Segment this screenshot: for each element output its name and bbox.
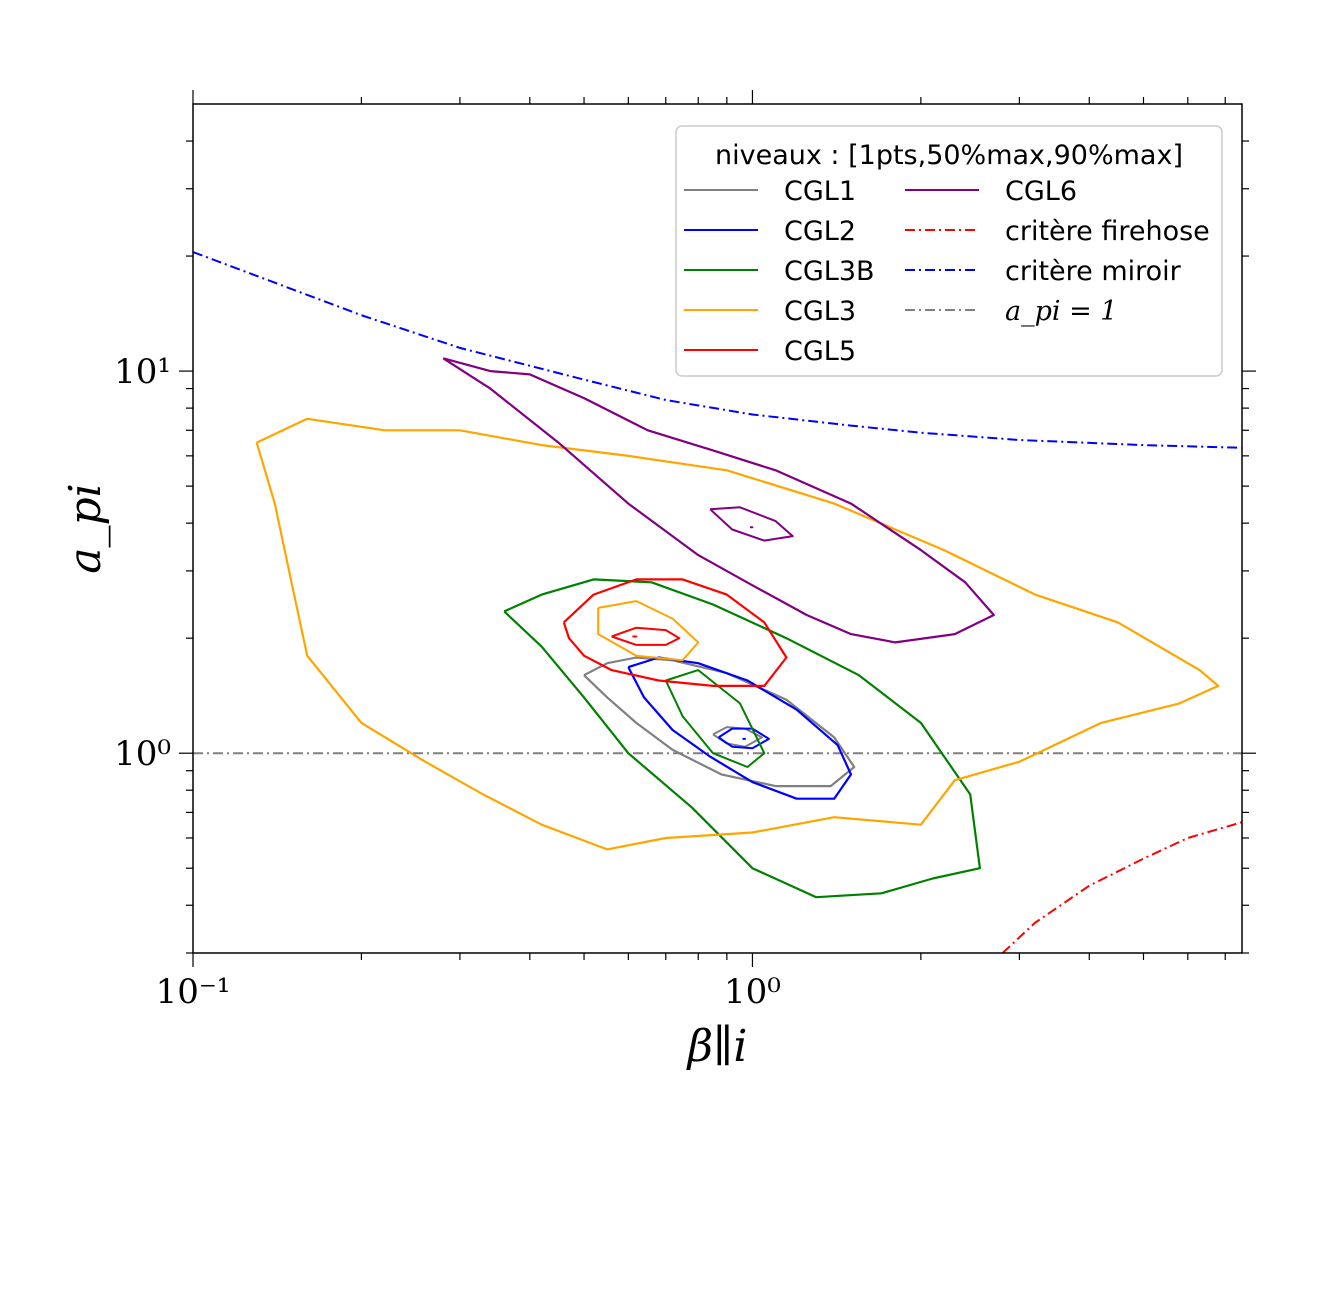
plot-area	[193, 251, 1242, 953]
contour-cgl5-1pts	[562, 578, 788, 688]
contour-cgl1-1pts	[583, 656, 856, 788]
reference-line-crit-re-miroir	[193, 251, 1242, 449]
contour-cgl6-1pts	[442, 357, 995, 644]
series-cgl1	[583, 656, 856, 788]
x-tick-label: 10⁰	[724, 972, 781, 1012]
y-axis-label: a_pi	[60, 483, 111, 573]
series-cgl5	[562, 578, 788, 688]
axis-ticks	[179, 90, 1256, 967]
legend-label: CGL2	[784, 216, 856, 247]
series-cgl3	[255, 417, 1220, 851]
legend-label: critère firehose	[1005, 216, 1210, 247]
axis-tick-labels: 10⁻¹ 10⁰ 10⁰ 10¹	[114, 352, 781, 1012]
legend-label: CGL6	[1005, 176, 1077, 207]
legend-label: CGL3B	[784, 256, 875, 287]
legend-label: CGL5	[784, 336, 856, 367]
contour-cgl2-50pctmax	[718, 727, 770, 750]
legend-title: niveaux : [1pts,50%max,90%max]	[715, 140, 1183, 171]
series-cgl3b	[503, 578, 982, 899]
series-cgl6	[442, 357, 995, 644]
legend-label: critère miroir	[1005, 256, 1182, 287]
legend-label: CGL1	[784, 176, 856, 207]
contour-cgl2-1pts	[627, 656, 853, 800]
contour-cgl3-50pctmax	[597, 600, 700, 662]
contour-cgl3-1pts	[255, 417, 1220, 851]
contour-cgl5-50pctmax	[611, 626, 681, 646]
reference-line-crit-re-firehose	[1001, 821, 1242, 953]
y-tick-label: 10¹	[114, 352, 171, 392]
legend-label: a_pi = 1	[1005, 296, 1117, 327]
x-axis-label: β∥i	[686, 1021, 748, 1072]
y-tick-label: 10⁰	[114, 734, 171, 774]
contour-cgl3b-50pctmax	[664, 669, 766, 768]
series-cgl2	[627, 656, 853, 800]
contour-cgl3b-1pts	[503, 578, 982, 899]
x-tick-label: 10⁻¹	[156, 972, 231, 1012]
axes-frame	[192, 103, 1243, 954]
legend: niveaux : [1pts,50%max,90%max] CGL1 CGL2 CG…	[675, 125, 1223, 377]
legend-label: CGL3	[784, 296, 856, 327]
legend-box	[675, 125, 1223, 377]
contour-cgl6-50pctmax	[709, 506, 794, 542]
